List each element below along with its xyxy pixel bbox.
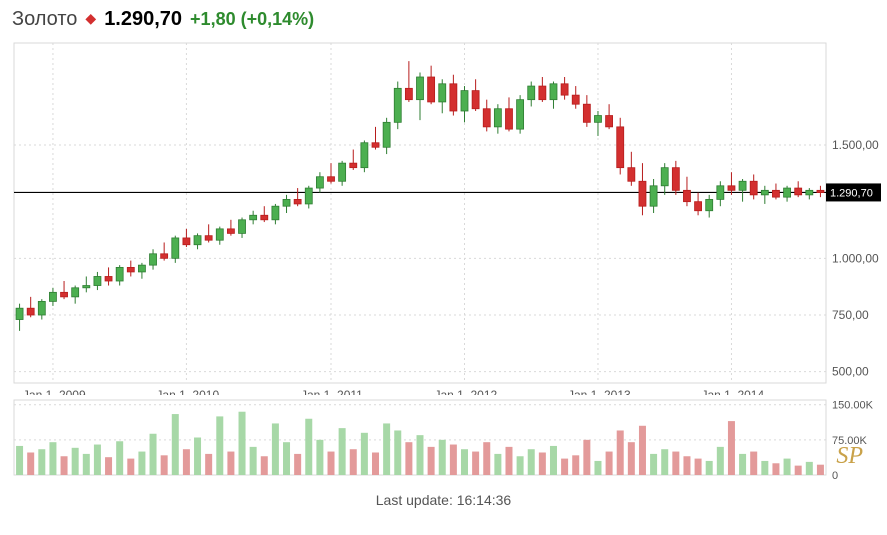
last-update-label: Last update: — [376, 492, 453, 508]
volume-chart-container[interactable]: 075.00K150.00K SP — [6, 395, 881, 490]
footer: Last update: 16:14:36 — [0, 490, 887, 514]
svg-text:1.500,00: 1.500,00 — [832, 138, 879, 152]
price-chart-container[interactable]: 500,00 750,00 1.000,00 1.500,00 Jan 1, 2009 J… — [6, 35, 881, 395]
svg-text:Jan 1, 2009: Jan 1, 2009 — [23, 388, 86, 395]
svg-text:0: 0 — [832, 470, 838, 482]
svg-text:Jan 1, 2010: Jan 1, 2010 — [156, 388, 219, 395]
volume-chart[interactable]: 0 75.00K 150.00K — [6, 395, 881, 490]
svg-text:Jan 1, 2013: Jan 1, 2013 — [568, 388, 631, 395]
candlestick-chart[interactable]: 500,00 750,00 1.000,00 1.500,00 Jan 1, 2009 J… — [6, 35, 881, 395]
ticker-name: Золото — [12, 8, 77, 31]
svg-text:150.00K: 150.00K — [832, 400, 874, 412]
change-pct: (+0,14%) — [241, 9, 315, 29]
svg-text:75.00K: 75.00K — [832, 435, 868, 447]
trend-arrow-icon: ◆ — [85, 10, 96, 27]
change-abs: +1,80 — [190, 9, 236, 29]
current-price: 1.290,70 — [104, 8, 182, 31]
svg-text:Jan 1, 2011: Jan 1, 2011 — [301, 388, 363, 395]
svg-text:1.290,70: 1.290,70 — [830, 187, 873, 199]
svg-text:750,00: 750,00 — [832, 308, 869, 322]
svg-text:Jan 1, 2014: Jan 1, 2014 — [701, 388, 764, 395]
svg-text:500,00: 500,00 — [832, 365, 869, 379]
chart-header: Золото ◆ 1.290,70 +1,80 (+0,14%) — [0, 0, 887, 35]
last-update-time: 16:14:36 — [457, 492, 512, 508]
svg-text:1.000,00: 1.000,00 — [832, 251, 879, 265]
svg-text:Jan 1, 2012: Jan 1, 2012 — [434, 388, 497, 395]
price-change: +1,80 (+0,14%) — [190, 9, 314, 30]
